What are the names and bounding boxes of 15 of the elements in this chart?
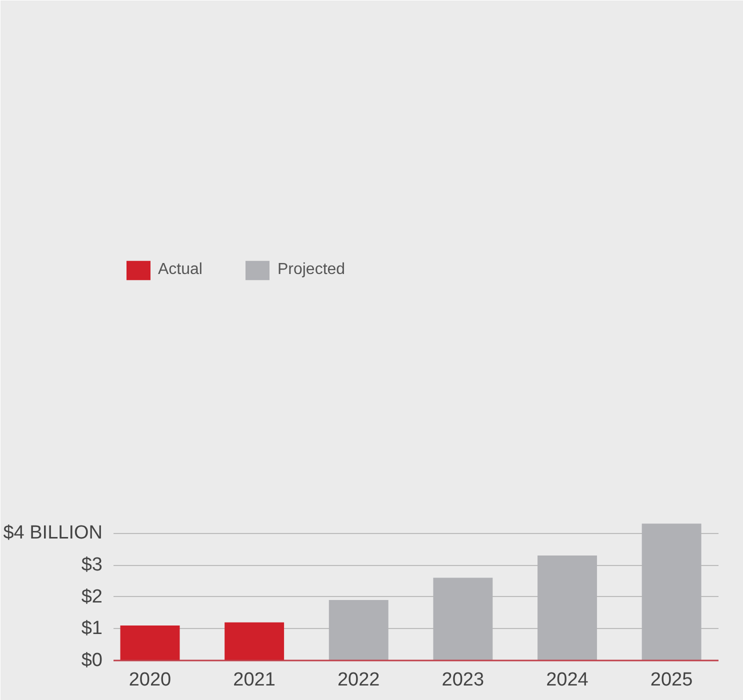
legend-label: Actual [158, 261, 202, 279]
x-tick-label: 2022 [337, 670, 380, 690]
x-tick-label: 2020 [128, 670, 172, 690]
x-tick-label: 2023 [442, 670, 484, 690]
x-tick-label: 2025 [650, 670, 693, 690]
y-tick-label: $2 [81, 586, 103, 608]
y-tick-label: $3 [81, 554, 103, 576]
y-tick-label: $1 [81, 618, 103, 640]
bar [120, 626, 180, 660]
x-tick-label: 2024 [546, 670, 589, 690]
x-tick-label: 2021 [233, 670, 276, 690]
y-tick-label: $0 [81, 650, 103, 671]
y-tick-label: $4 BILLION [3, 522, 103, 544]
legend-label: Projected [277, 261, 346, 279]
bar [224, 622, 284, 660]
